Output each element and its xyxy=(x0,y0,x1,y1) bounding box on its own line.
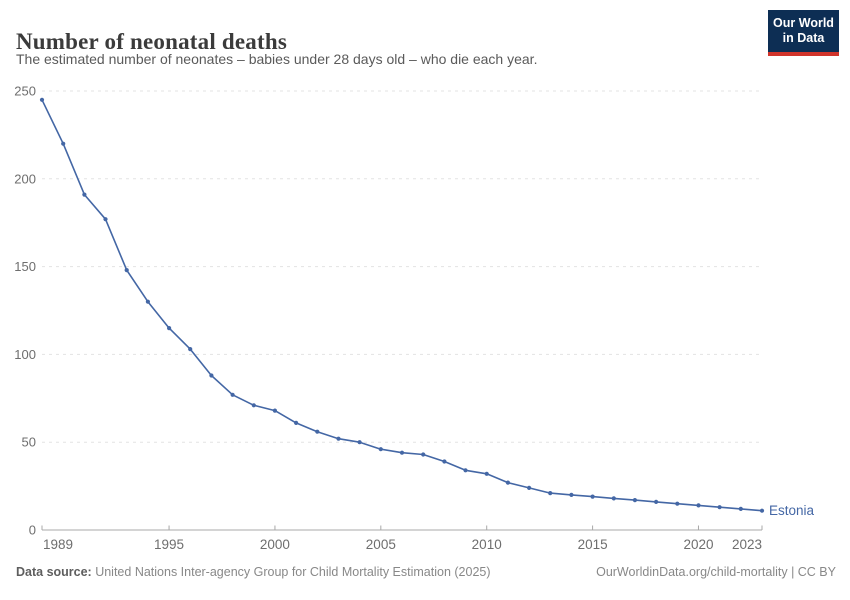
page-title: Number of neonatal deaths xyxy=(16,29,288,55)
y-axis-tick-label-150: 150 xyxy=(14,259,36,274)
data-point-estonia-2009[interactable] xyxy=(463,468,468,473)
x-axis-tick-label-2015: 2015 xyxy=(578,537,608,552)
data-point-estonia-1993[interactable] xyxy=(124,268,129,273)
data-point-estonia-2006[interactable] xyxy=(399,450,405,455)
data-source-text: United Nations Inter-agency Group for Ch… xyxy=(91,565,491,579)
data-point-estonia-2019[interactable] xyxy=(675,501,680,506)
data-point-estonia-2022[interactable] xyxy=(738,506,743,511)
data-point-estonia-2008[interactable] xyxy=(442,459,447,464)
data-point-estonia-1995[interactable] xyxy=(167,326,172,331)
data-point-estonia-2023[interactable] xyxy=(759,508,765,513)
x-axis-tick-label-1995: 1995 xyxy=(154,537,184,552)
x-axis-tick-label-1989: 1989 xyxy=(43,537,73,552)
data-source-label: Data source: xyxy=(16,565,92,579)
owid-logo-line1: Our World xyxy=(773,16,834,30)
x-axis-tick-label-2023: 2023 xyxy=(732,537,762,552)
series-line-estonia[interactable] xyxy=(41,99,763,512)
data-point-estonia-2018[interactable] xyxy=(654,499,659,504)
owid-logo[interactable]: Our World in Data xyxy=(768,10,839,56)
data-point-estonia-1996[interactable] xyxy=(188,347,193,352)
data-point-estonia-2012[interactable] xyxy=(527,485,532,490)
data-point-estonia-2001[interactable] xyxy=(294,420,299,425)
data-point-estonia-2013[interactable] xyxy=(548,491,553,496)
owid-url-license-link[interactable]: OurWorldinData.org/child-mortality | CC … xyxy=(596,565,836,579)
data-point-estonia-1991[interactable] xyxy=(82,192,87,197)
data-point-estonia-2020[interactable] xyxy=(696,503,701,508)
x-axis-tick-label-2000: 2000 xyxy=(260,537,290,552)
data-point-estonia-2005[interactable] xyxy=(378,447,383,452)
y-axis-tick-label-100: 100 xyxy=(14,347,36,362)
y-axis-tick-label-200: 200 xyxy=(14,171,36,186)
page-subtitle: The estimated number of neonates – babie… xyxy=(16,51,538,67)
data-point-estonia-2016[interactable] xyxy=(611,496,616,501)
data-point-estonia-1990[interactable] xyxy=(61,141,66,146)
data-point-estonia-2003[interactable] xyxy=(336,436,341,441)
data-point-estonia-2021[interactable] xyxy=(717,505,722,510)
owid-logo-line2: in Data xyxy=(782,31,825,46)
x-axis-tick-label-2010: 2010 xyxy=(472,537,502,552)
data-point-estonia-1994[interactable] xyxy=(145,299,150,304)
data-point-estonia-2010[interactable] xyxy=(484,471,489,476)
y-axis-tick-label-0: 0 xyxy=(29,523,36,538)
chart-footer: Data source: United Nations Inter-agency… xyxy=(16,565,836,579)
y-axis-tick-label-50: 50 xyxy=(22,435,36,450)
data-point-estonia-2017[interactable] xyxy=(632,498,638,503)
data-point-estonia-2011[interactable] xyxy=(505,480,510,485)
data-point-estonia-2000[interactable] xyxy=(272,408,277,413)
data-point-estonia-2004[interactable] xyxy=(357,440,362,445)
data-point-estonia-2007[interactable] xyxy=(421,452,426,457)
data-point-estonia-1999[interactable] xyxy=(251,403,256,408)
data-point-estonia-1992[interactable] xyxy=(103,217,108,222)
x-axis-tick-label-2020: 2020 xyxy=(683,537,713,552)
data-point-estonia-1998[interactable] xyxy=(230,392,235,397)
data-source-note: Data source: United Nations Inter-agency… xyxy=(16,565,491,579)
data-point-estonia-2015[interactable] xyxy=(590,494,595,499)
y-axis-tick-label-250: 250 xyxy=(14,84,36,99)
data-point-estonia-1989[interactable] xyxy=(39,97,45,102)
series-end-label-estonia: Estonia xyxy=(769,503,815,518)
data-point-estonia-1997[interactable] xyxy=(209,373,214,378)
data-point-estonia-2002[interactable] xyxy=(315,429,320,434)
data-point-estonia-2014[interactable] xyxy=(569,492,574,497)
x-axis-tick-label-2005: 2005 xyxy=(366,537,396,552)
